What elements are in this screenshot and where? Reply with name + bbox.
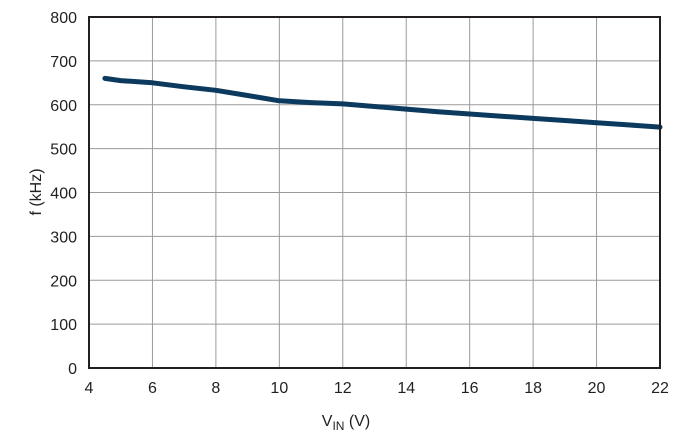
x-tick-label: 12	[334, 380, 352, 397]
x-axis-label: VIN (V)	[322, 413, 370, 433]
y-tick-label: 300	[50, 229, 77, 246]
x-tick-labels: 4 6 8 10 12 14 16 18 20 22	[85, 380, 669, 397]
y-tick-label: 100	[50, 317, 77, 334]
y-tick-label: 700	[50, 54, 77, 71]
x-axis-label-subscript: IN	[332, 419, 344, 433]
x-tick-label: 8	[211, 380, 220, 397]
x-tick-label: 10	[270, 380, 288, 397]
x-tick-label: 20	[588, 380, 606, 397]
plot-frame	[88, 16, 661, 369]
x-tick-label: 16	[461, 380, 479, 397]
x-tick-label: 22	[651, 380, 669, 397]
y-axis-label: f (kHz)	[28, 168, 45, 215]
y-tick-label: 600	[50, 98, 77, 115]
y-tick-label: 0	[68, 361, 77, 378]
x-axis-label-main: V	[322, 413, 333, 430]
y-tick-label: 500	[50, 142, 77, 159]
y-tick-label: 400	[50, 186, 77, 203]
x-tick-label: 6	[148, 380, 157, 397]
y-tick-labels: 0 100 200 300 400 500 600 700 800	[50, 10, 77, 378]
series-line	[102, 75, 663, 130]
grid	[88, 16, 661, 369]
x-tick-label: 14	[397, 380, 415, 397]
series-layer	[102, 75, 663, 130]
x-tick-label: 18	[524, 380, 542, 397]
x-tick-label: 4	[85, 380, 94, 397]
y-tick-label: 800	[50, 10, 77, 27]
x-axis-label-unit: (V)	[344, 413, 370, 430]
y-tick-label: 200	[50, 273, 77, 290]
